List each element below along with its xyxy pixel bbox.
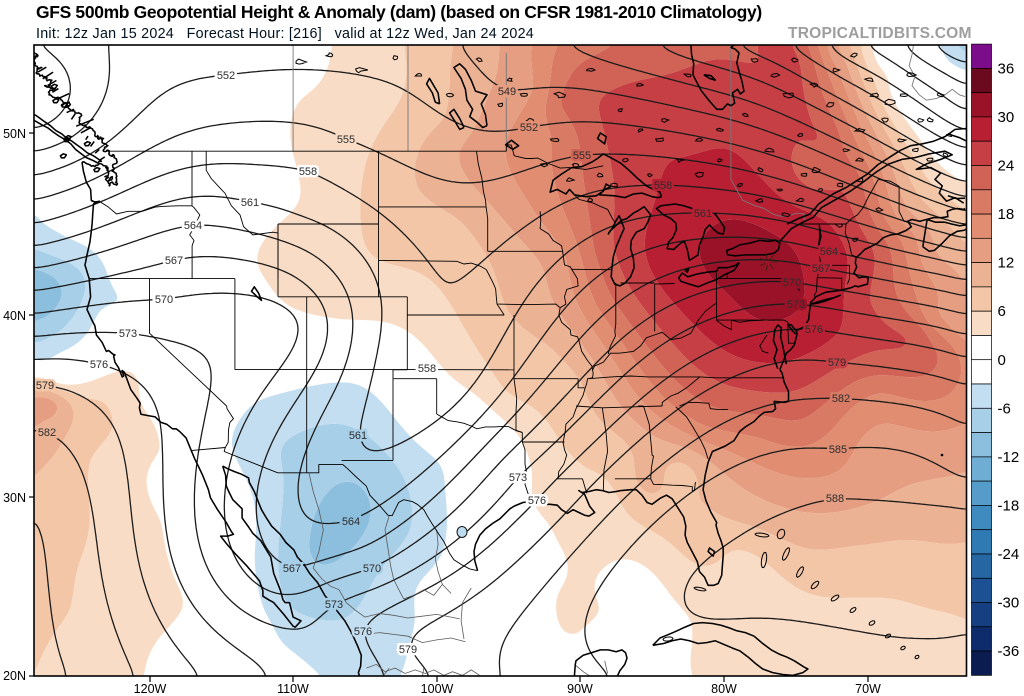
svg-text:579: 579 bbox=[36, 380, 54, 392]
svg-text:20N: 20N bbox=[3, 669, 26, 683]
svg-text:576: 576 bbox=[805, 324, 823, 336]
svg-text:-36: -36 bbox=[998, 643, 1020, 660]
svg-text:50N: 50N bbox=[3, 127, 26, 141]
svg-text:-6: -6 bbox=[998, 400, 1011, 417]
svg-text:552: 552 bbox=[520, 122, 538, 134]
svg-text:564: 564 bbox=[184, 220, 202, 232]
svg-text:558: 558 bbox=[654, 180, 672, 192]
svg-text:561: 561 bbox=[349, 430, 367, 442]
svg-text:579: 579 bbox=[828, 357, 846, 369]
svg-text:18: 18 bbox=[998, 206, 1015, 223]
svg-text:555: 555 bbox=[337, 134, 355, 146]
svg-text:110W: 110W bbox=[277, 682, 309, 696]
svg-text:90W: 90W bbox=[567, 682, 593, 696]
svg-text:80W: 80W bbox=[711, 682, 737, 696]
svg-text:561: 561 bbox=[241, 197, 259, 209]
svg-text:570: 570 bbox=[783, 277, 801, 289]
svg-text:36: 36 bbox=[998, 60, 1015, 77]
svg-text:-24: -24 bbox=[998, 546, 1020, 563]
svg-text:564: 564 bbox=[820, 246, 838, 258]
svg-text:567: 567 bbox=[283, 563, 301, 575]
svg-text:561: 561 bbox=[694, 208, 712, 220]
svg-text:570: 570 bbox=[155, 294, 173, 306]
svg-text:30N: 30N bbox=[3, 491, 26, 505]
svg-text:12: 12 bbox=[998, 255, 1015, 272]
svg-text:573: 573 bbox=[119, 328, 137, 340]
svg-text:549: 549 bbox=[498, 86, 516, 98]
svg-text:585: 585 bbox=[829, 444, 847, 456]
svg-text:558: 558 bbox=[299, 166, 317, 178]
svg-text:576: 576 bbox=[528, 495, 546, 507]
svg-text:24: 24 bbox=[998, 158, 1015, 175]
svg-text:576: 576 bbox=[90, 359, 108, 371]
svg-text:573: 573 bbox=[787, 299, 805, 311]
svg-text:567: 567 bbox=[812, 263, 830, 275]
svg-text:564: 564 bbox=[342, 516, 360, 528]
svg-text:573: 573 bbox=[509, 472, 527, 484]
svg-text:40N: 40N bbox=[3, 309, 26, 323]
svg-text:558: 558 bbox=[418, 363, 436, 375]
svg-text:588: 588 bbox=[826, 493, 844, 505]
svg-text:573: 573 bbox=[325, 599, 343, 611]
svg-text:-18: -18 bbox=[998, 497, 1020, 514]
svg-text:0: 0 bbox=[998, 352, 1006, 369]
svg-text:70W: 70W bbox=[855, 682, 881, 696]
svg-text:582: 582 bbox=[832, 393, 850, 405]
svg-text:120W: 120W bbox=[134, 682, 167, 696]
svg-text:552: 552 bbox=[217, 70, 235, 82]
svg-text:570: 570 bbox=[363, 563, 381, 575]
svg-text:582: 582 bbox=[38, 427, 56, 439]
svg-text:555: 555 bbox=[573, 150, 591, 162]
svg-text:-12: -12 bbox=[998, 449, 1020, 466]
svg-text:6: 6 bbox=[998, 303, 1006, 320]
svg-text:100W: 100W bbox=[421, 682, 454, 696]
svg-text:567: 567 bbox=[165, 255, 183, 267]
svg-text:579: 579 bbox=[399, 644, 417, 656]
svg-text:30: 30 bbox=[998, 109, 1015, 126]
svg-text:576: 576 bbox=[354, 626, 372, 638]
svg-text:-30: -30 bbox=[998, 595, 1020, 612]
